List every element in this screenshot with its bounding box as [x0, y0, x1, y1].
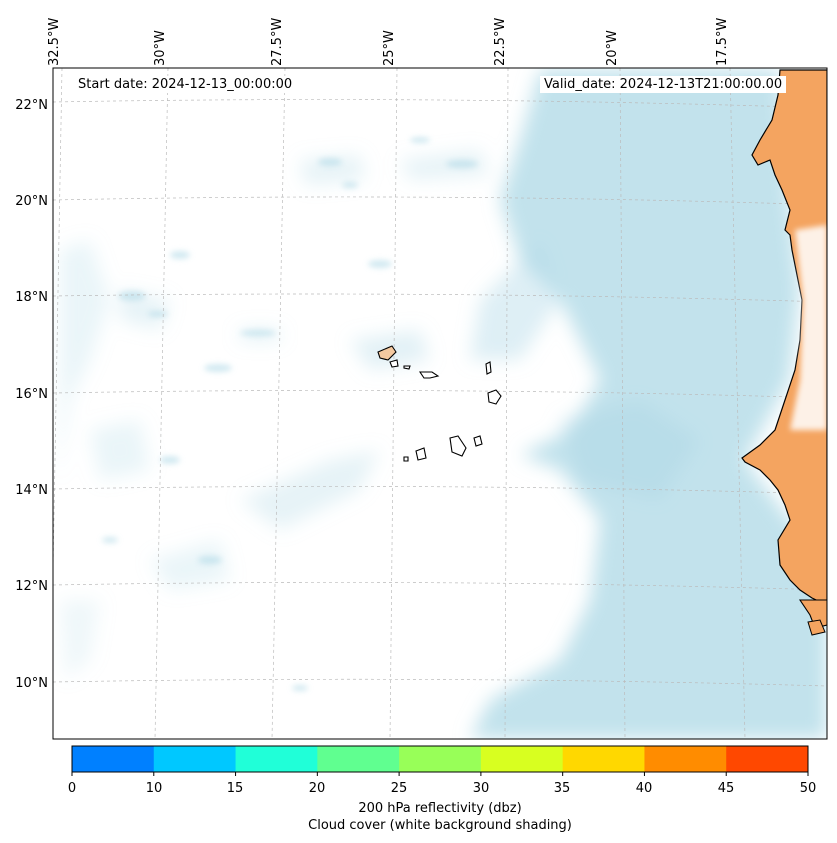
colorbar-segment	[644, 746, 727, 772]
lat-label-20n: 20°N	[15, 194, 48, 209]
cape-verde-islands	[377, 345, 502, 462]
colorbar-tick-40: 40	[635, 781, 653, 796]
colorbar-tick-25: 25	[390, 781, 408, 796]
lat-label-16n: 16°N	[15, 387, 48, 402]
valid-date-label: Valid_date: 2024-12-13T21:00:00.00	[540, 76, 787, 93]
colorbar-sublabel: Cloud cover (white background shading)	[308, 818, 572, 833]
colorbar-tick-35: 35	[553, 781, 571, 796]
colorbar-segment	[562, 746, 645, 772]
gridlines	[53, 68, 827, 739]
colorbar-segment	[399, 746, 482, 772]
start-date-label: Start date: 2024-12-13_00:00:00	[74, 76, 297, 93]
lat-label-12n: 12°N	[15, 579, 48, 594]
lon-label-30w: 30°W	[153, 30, 168, 66]
lon-label-27-5w: 27.5°W	[270, 17, 285, 66]
cloud-cover	[60, 70, 827, 739]
colorbar-tick-10: 10	[145, 781, 163, 796]
colorbar-label: 200 hPa reflectivity (dbz)	[358, 801, 522, 816]
lon-label-25w: 25°W	[382, 30, 397, 66]
colorbar-segment	[317, 746, 400, 772]
colorbar-tick-0: 0	[67, 781, 77, 796]
inland-white	[790, 225, 827, 430]
map-area	[53, 68, 827, 739]
lat-label-14n: 14°N	[15, 483, 48, 498]
africa-coast	[741, 69, 827, 636]
colorbar-segment	[235, 746, 318, 772]
lon-label-20w: 20°W	[605, 30, 620, 66]
lon-label-22-5w: 22.5°W	[493, 17, 508, 66]
lat-label-22n: 22°N	[15, 98, 48, 113]
map-frame	[52, 67, 828, 740]
colorbar-frame	[71, 745, 809, 773]
colorbar-tick-50: 50	[799, 781, 817, 796]
lat-label-10n: 10°N	[15, 676, 48, 691]
colorbar-segment	[153, 746, 237, 772]
colorbar-segment	[726, 746, 809, 772]
colorbar	[71, 745, 809, 776]
lon-label-32-5w: 32.5°W	[47, 17, 62, 66]
colorbar-tick-30: 30	[472, 781, 490, 796]
colorbar-tick-15: 15	[226, 781, 244, 796]
colorbar-tick-20: 20	[308, 781, 326, 796]
colorbar-segment	[72, 746, 155, 772]
cloud-streaks	[102, 137, 478, 691]
colorbar-segment	[480, 746, 564, 772]
lat-label-18n: 18°N	[15, 290, 48, 305]
colorbar-tick-45: 45	[717, 781, 735, 796]
lon-label-17-5w: 17.5°W	[715, 17, 730, 66]
